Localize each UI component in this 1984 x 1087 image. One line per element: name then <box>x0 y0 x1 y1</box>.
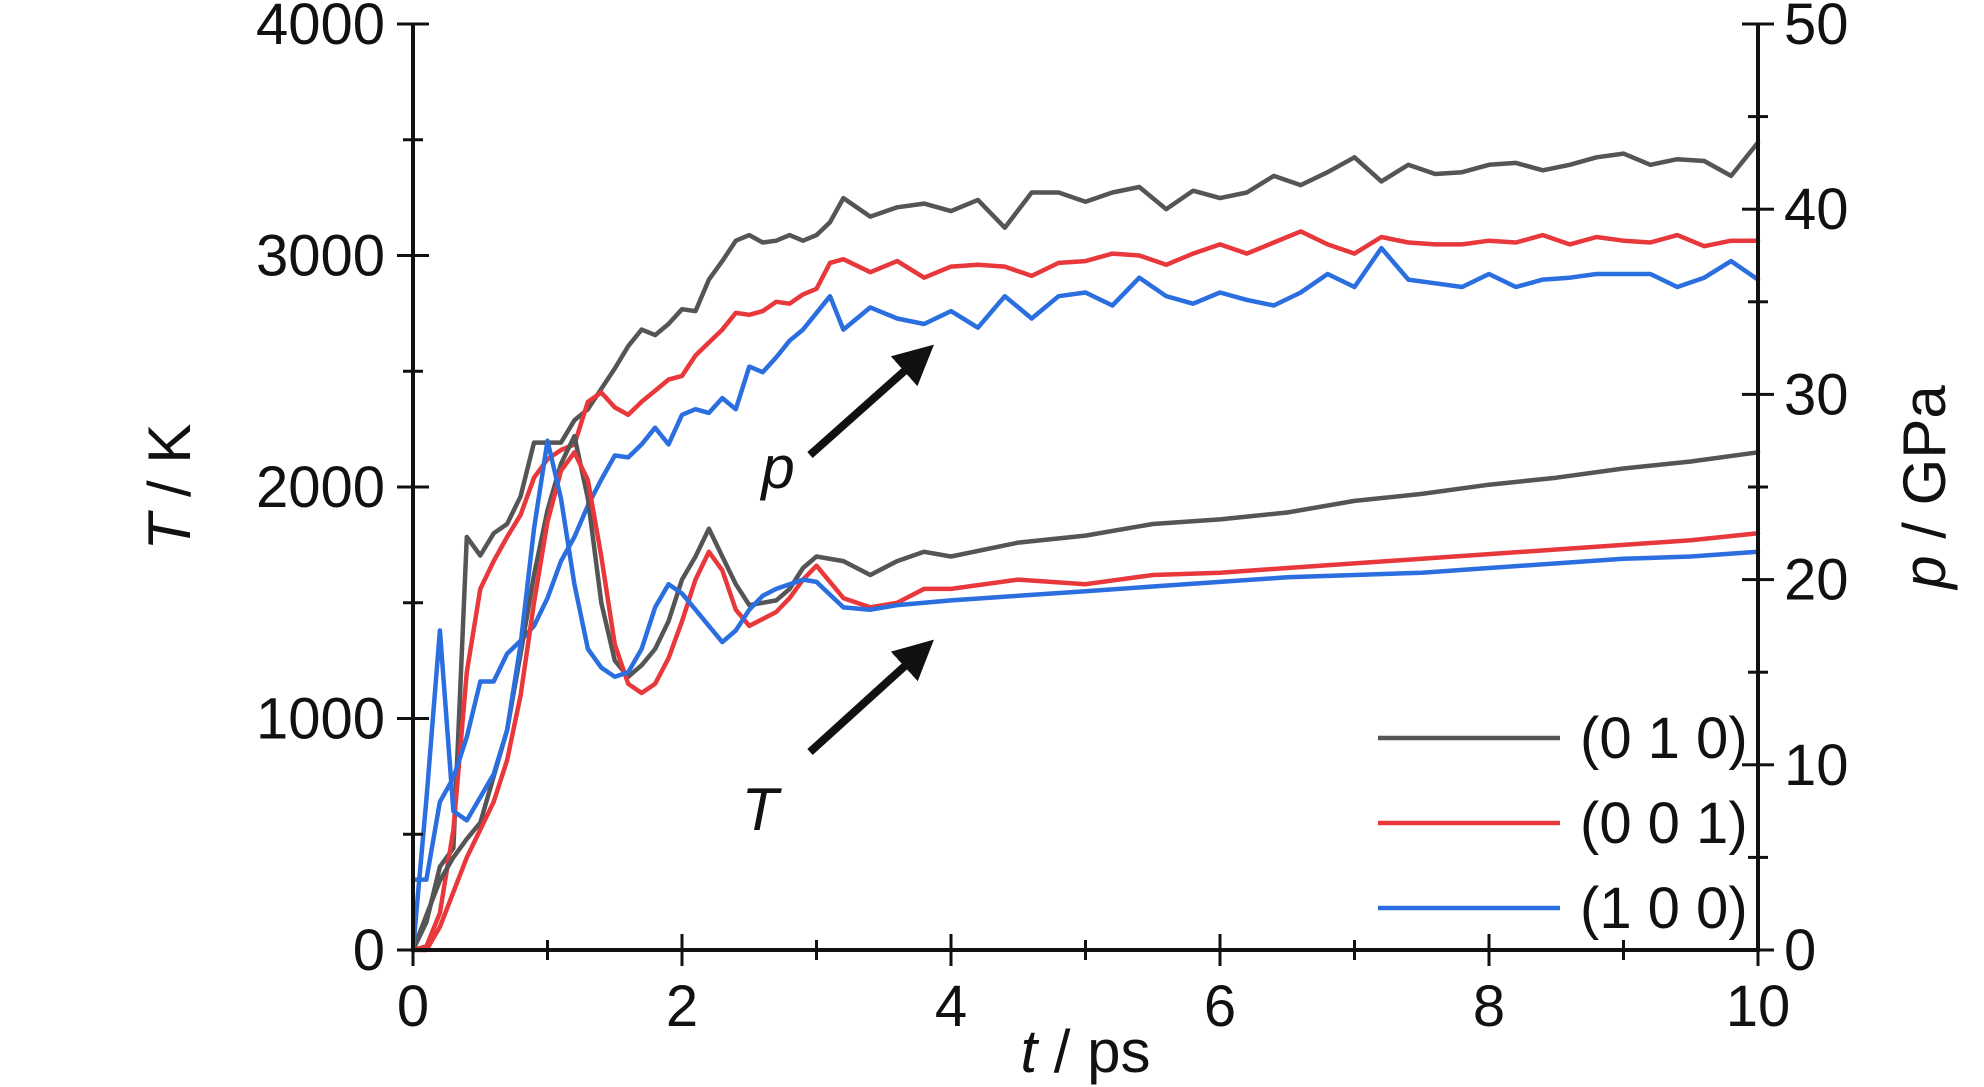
axes-layer <box>397 22 1774 966</box>
right-axis-title-unit: / GPa <box>1891 385 1958 556</box>
bottom-tick-label: 2 <box>666 974 698 1039</box>
left-tick-label: 3000 <box>256 224 385 289</box>
series-layer <box>410 140 1761 953</box>
series-line-p-1 <box>410 229 1761 953</box>
annotations: pT <box>742 344 934 843</box>
left-tick-label: 4000 <box>256 0 385 57</box>
legend: (0 1 0) (0 0 1) (1 0 0) <box>1378 706 1748 941</box>
series-line-T-3 <box>410 433 1761 953</box>
left-tick-label: 1000 <box>256 687 385 752</box>
right-tick-label: 20 <box>1784 548 1849 613</box>
series-line-T-5 <box>410 438 1761 953</box>
bottom-tick-label: 4 <box>935 974 967 1039</box>
T-arrow <box>807 639 934 755</box>
series-line-p-0 <box>410 140 1761 953</box>
series-line-T-4 <box>410 450 1761 953</box>
right-tick-label: 50 <box>1784 0 1849 57</box>
right-tick-label: 40 <box>1784 177 1849 242</box>
x-axis-title: t / ps <box>1020 1018 1150 1085</box>
x-axis-title-unit: / ps <box>1037 1018 1150 1085</box>
left-tick-label: 2000 <box>256 455 385 520</box>
bottom-tick-label: 6 <box>1204 974 1236 1039</box>
left-axis-title-variable: T <box>136 509 203 550</box>
p-annotation-label: p <box>759 434 794 501</box>
right-tick-label: 0 <box>1784 918 1816 983</box>
legend-label: (0 0 1) <box>1580 791 1748 856</box>
right-axis-title: p / GPa <box>1891 385 1958 591</box>
bottom-tick-label: 10 <box>1726 974 1791 1039</box>
bottom-tick-label: 0 <box>397 974 429 1039</box>
T-annotation-label: T <box>742 776 783 843</box>
left-tick-label: 0 <box>353 918 385 983</box>
left-axis-title: T / K <box>136 424 203 551</box>
right-tick-label: 30 <box>1784 362 1849 427</box>
right-axis-title-variable: p <box>1891 555 1958 590</box>
right-tick-label: 10 <box>1784 733 1849 798</box>
legend-label: (1 0 0) <box>1580 876 1748 941</box>
left-axis-title-unit: / K <box>136 424 203 514</box>
series-line-p-2 <box>410 245 1761 882</box>
x-axis-title-variable: t <box>1020 1018 1039 1085</box>
p-arrow <box>807 344 934 458</box>
legend-label: (0 1 0) <box>1580 706 1748 771</box>
bottom-tick-label: 8 <box>1473 974 1505 1039</box>
